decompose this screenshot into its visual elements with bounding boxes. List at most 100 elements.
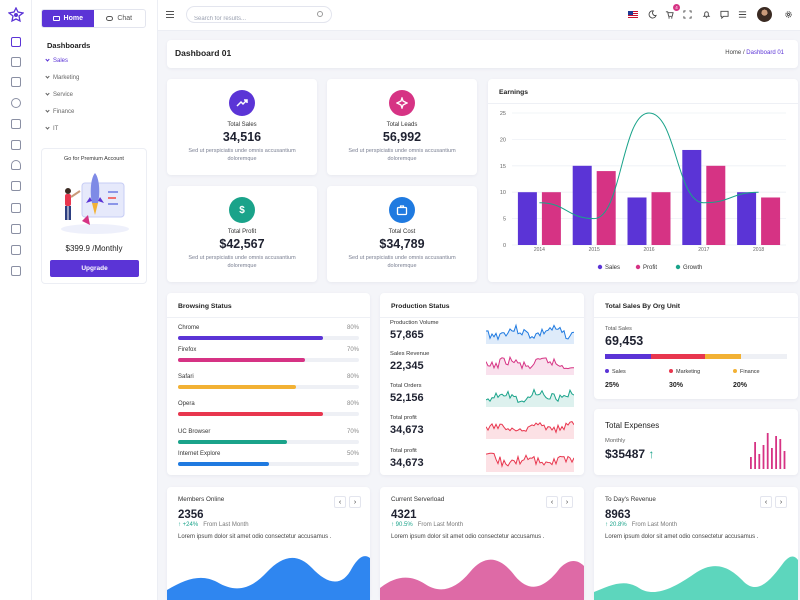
- prev-button[interactable]: ‹: [334, 496, 346, 508]
- chevron-down-icon: [45, 74, 50, 79]
- search-box: [186, 6, 332, 27]
- moon-icon[interactable]: [648, 10, 657, 19]
- brand-logo-icon[interactable]: [8, 7, 24, 23]
- y-tick-label: 10: [500, 190, 506, 196]
- premium-promo-card: Go for Premium Account $399.9 /Monthly U…: [41, 148, 147, 284]
- fullscreen-icon[interactable]: [683, 10, 692, 19]
- sparkline-chart: [486, 421, 574, 439]
- sidebar-item-finance[interactable]: Finance: [45, 108, 74, 115]
- expense-bar: [783, 451, 786, 469]
- search-input[interactable]: [194, 11, 314, 27]
- bar-sales[interactable]: [737, 192, 757, 245]
- bar-icon[interactable]: [11, 245, 21, 255]
- browser-row: Firefox 70%: [178, 347, 359, 363]
- menu-toggle-icon[interactable]: [166, 11, 174, 18]
- production-value: 34,673: [390, 424, 424, 436]
- org-marketing-pct: 30%: [669, 382, 684, 389]
- bar-sales[interactable]: [572, 165, 592, 245]
- truck-icon[interactable]: [11, 140, 21, 150]
- progress-fill: [178, 358, 305, 362]
- org-title: Total Sales By Org Unit: [605, 303, 681, 310]
- org-finance-pct: 20%: [733, 382, 748, 389]
- sidebar-item-sales[interactable]: Sales: [45, 57, 68, 64]
- sparkline-chart: [486, 323, 574, 344]
- home-icon[interactable]: [11, 37, 21, 47]
- progress-track: [178, 412, 359, 416]
- stat-description: Sed ut perspiciatis unde omnis accusanti…: [188, 255, 296, 269]
- search-icon[interactable]: [317, 11, 323, 17]
- stat-label: Total Profit: [227, 229, 257, 235]
- stat-description: Sed ut perspiciatis unde omnis accusanti…: [348, 255, 456, 269]
- bar-sales[interactable]: [627, 197, 647, 245]
- org-segment: [650, 354, 706, 359]
- bar-profit[interactable]: [596, 171, 616, 245]
- calendar-icon[interactable]: [11, 266, 21, 276]
- card-title: Members Online: [178, 496, 225, 503]
- sidebar: Home Chat Dashboards Sales Marketing Ser…: [32, 0, 158, 600]
- bar-profit[interactable]: [761, 197, 781, 245]
- message-icon[interactable]: [720, 10, 729, 19]
- legend-dot: [675, 264, 681, 270]
- list-icon[interactable]: [11, 119, 21, 129]
- chat-icon: [106, 16, 114, 21]
- breadcrumb-home[interactable]: Home: [725, 50, 742, 56]
- sidebar-section-title: Dashboards: [47, 41, 91, 50]
- sparkline-chart: [486, 452, 574, 472]
- sidebar-tabs: Home Chat: [41, 9, 146, 28]
- bell-icon[interactable]: [702, 10, 711, 19]
- production-row: Production Volume 57,865: [390, 320, 574, 352]
- cart-count-badge: 4: [673, 4, 680, 11]
- y-tick-label: 25: [500, 111, 506, 117]
- legend-dot: [597, 264, 603, 270]
- tab-chat[interactable]: Chat: [94, 10, 146, 27]
- cube-icon[interactable]: [11, 57, 21, 67]
- expense-bar: [779, 439, 782, 469]
- avatar[interactable]: [757, 7, 772, 22]
- user-icon[interactable]: [11, 160, 21, 170]
- rocket-illustration: [61, 173, 129, 234]
- chart-icon[interactable]: [11, 77, 21, 87]
- box-icon[interactable]: [11, 181, 21, 191]
- card-title: Current Serverload: [391, 496, 445, 503]
- progress-fill: [178, 385, 296, 389]
- next-button[interactable]: ›: [349, 496, 361, 508]
- bar-profit[interactable]: [541, 192, 561, 245]
- map-icon[interactable]: [11, 224, 21, 234]
- expense-bar: [771, 448, 773, 469]
- sidebar-item-marketing[interactable]: Marketing: [45, 74, 79, 81]
- bar-sales[interactable]: [682, 149, 702, 245]
- bar-profit[interactable]: [706, 165, 726, 245]
- upgrade-button[interactable]: Upgrade: [50, 260, 139, 277]
- progress-track: [178, 462, 359, 466]
- production-row: Total profit 34,673: [390, 415, 574, 447]
- org-label: Total Sales: [605, 326, 632, 332]
- apps-icon[interactable]: [738, 10, 747, 19]
- growth-text: ↑ 90.5% From Last Month: [391, 522, 464, 528]
- expenses-value: $35487 ↑: [605, 447, 655, 461]
- y-tick-label: 15: [500, 164, 506, 170]
- prev-button[interactable]: ‹: [546, 496, 558, 508]
- bar-profit[interactable]: [651, 192, 671, 245]
- prev-button[interactable]: ‹: [760, 496, 772, 508]
- tab-home[interactable]: Home: [42, 10, 94, 27]
- card-description: Lorem ipsum dolor sit amet odio consecte…: [178, 534, 332, 540]
- org-segment: [741, 354, 787, 359]
- production-value: 34,673: [390, 457, 424, 469]
- next-button[interactable]: ›: [561, 496, 573, 508]
- sidebar-item-service[interactable]: Service: [45, 91, 73, 98]
- gear-icon[interactable]: [11, 98, 21, 108]
- browser-pct: 50%: [346, 451, 359, 457]
- next-button[interactable]: ›: [775, 496, 787, 508]
- briefcase-icon: [389, 197, 415, 223]
- sidebar-item-it[interactable]: IT: [45, 125, 58, 132]
- language-flag-icon[interactable]: [628, 11, 638, 18]
- settings-icon[interactable]: [784, 10, 793, 19]
- breadcrumb-separator: /: [742, 50, 745, 56]
- bar-sales[interactable]: [517, 192, 537, 245]
- y-tick-label: 5: [503, 217, 506, 223]
- cart-icon[interactable]: [665, 10, 674, 19]
- grid-icon[interactable]: [11, 203, 21, 213]
- chevron-down-icon: [45, 108, 50, 113]
- production-row: Sales Revenue 22,345: [390, 351, 574, 383]
- production-name: Total profit: [390, 448, 417, 454]
